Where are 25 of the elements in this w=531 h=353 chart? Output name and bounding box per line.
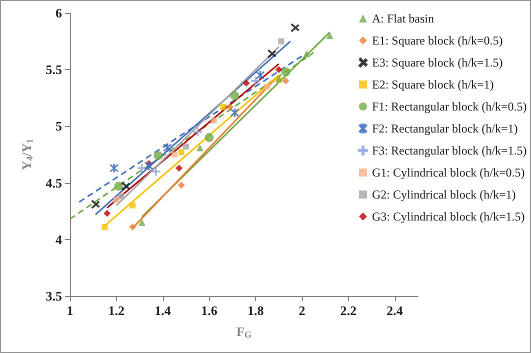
legend-label: G2: Cylindrical block (h/k=1)	[372, 188, 516, 202]
legend-label: F3: Rectangular block (h/k=1.5)	[372, 144, 527, 158]
legend-label: G3: Cylindrical block (h/k=1.5)	[372, 210, 525, 224]
legend-label: E1: Square block (h/k=0.5)	[372, 34, 503, 48]
x-tick-label: 2.2	[340, 303, 357, 318]
x-tick-label: 1	[66, 303, 74, 318]
x-tick-label: 2	[298, 303, 306, 318]
y-tick-label: 6	[56, 6, 62, 20]
y-tick-label: 5.5	[46, 62, 62, 78]
x-tick-label: 2.4	[386, 303, 404, 318]
y-axis-title: Y4/Y1	[19, 138, 34, 170]
x-tick-label: 1.8	[247, 303, 264, 318]
x-tick-label: 1.2	[108, 303, 125, 318]
legend-label: G1: Cylindrical block (h/k=0.5)	[372, 166, 525, 180]
x-tick-label: 1.6	[201, 303, 218, 318]
legend-label: A: Flat basin	[372, 12, 434, 26]
y-tick-label: 4.5	[46, 175, 62, 190]
legend-label: F2: Rectangular block (h/k=1)	[372, 122, 518, 136]
x-tick-label: 1.4	[154, 303, 172, 318]
y-tick-label: 3.5	[46, 288, 62, 304]
legend-label: E3: Square block (h/k=1.5)	[372, 56, 503, 70]
y-tick-label: 4	[56, 232, 62, 247]
legend-label: E2: Square block (h/k=1)	[372, 78, 494, 92]
legend-label: F1: Rectangular block (h/k=0.5)	[372, 100, 527, 114]
y-tick-label: 5	[56, 118, 62, 134]
